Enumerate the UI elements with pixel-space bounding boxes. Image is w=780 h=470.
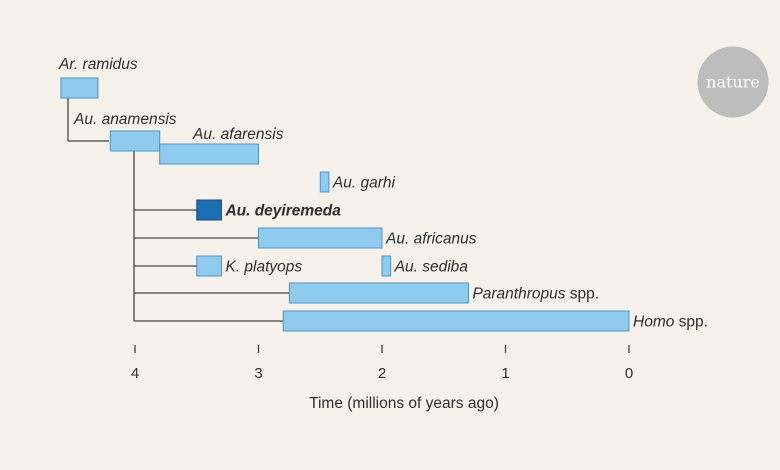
bar-k-platyops — [196, 255, 222, 277]
nature-logo: nature — [697, 46, 769, 118]
label-homo: Homo spp. — [633, 314, 708, 331]
bar-au-africanus — [258, 227, 383, 249]
taxon-bars — [60, 77, 630, 332]
bar-ar-ramidus — [60, 77, 99, 99]
axis-title: Time (millions of years ago) — [309, 395, 499, 412]
tick-label-3: 3 — [254, 365, 262, 382]
bar-au-deyiremeda — [196, 199, 222, 221]
bar-paranthropus — [288, 282, 469, 304]
label-au-garhi: Au. garhi — [332, 175, 396, 192]
bar-au-afarensis — [159, 143, 259, 165]
label-au-deyiremeda: Au. deyiremeda — [224, 203, 341, 220]
bar-au-garhi — [319, 171, 330, 193]
tick-label-2: 2 — [378, 365, 386, 382]
bar-homo — [282, 310, 630, 332]
lineage-connectors — [67, 98, 290, 322]
label-paranthropus: Paranthropus spp. — [472, 286, 599, 303]
bar-au-sediba — [381, 255, 392, 277]
label-ar-ramidus: Ar. ramidus — [58, 56, 138, 73]
label-k-platyops: K. platyops — [225, 259, 302, 276]
tick-label-1: 1 — [501, 365, 509, 382]
bar-au-anamensis — [109, 130, 161, 152]
tick-label-0: 0 — [625, 365, 633, 382]
label-au-sediba: Au. sediba — [394, 259, 469, 276]
label-au-africanus: Au. africanus — [385, 231, 477, 248]
label-au-anamensis: Au. anamensis — [73, 111, 177, 128]
tick-label-4: 4 — [131, 365, 139, 382]
logo-text: nature — [706, 73, 760, 92]
taxon-labels: Ar. ramidus Au. anamensis Au. afarensis Au.… — [58, 56, 708, 331]
label-au-afarensis: Au. afarensis — [192, 126, 284, 143]
logo-circle — [697, 46, 769, 118]
time-axis: 4 3 2 1 0 — [131, 345, 633, 382]
